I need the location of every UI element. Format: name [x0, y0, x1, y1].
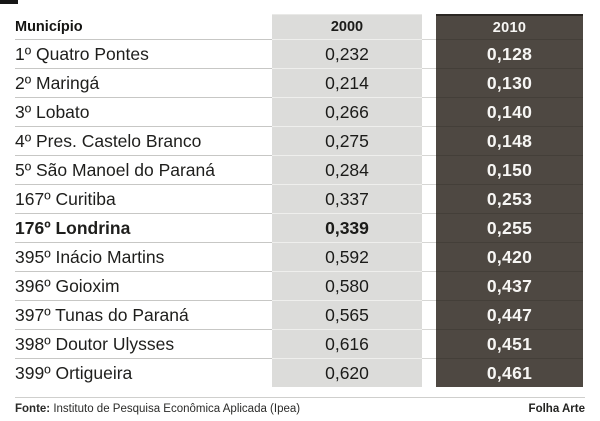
source-text: Instituto de Pesquisa Econômica Aplicada…	[53, 403, 301, 415]
value-2000-cell: 0,266	[272, 97, 422, 126]
art-credit: Folha Arte	[528, 403, 585, 415]
value-2010-cell: 0,255	[436, 213, 583, 242]
header-municipio: Município	[15, 18, 83, 35]
value-2000-cell: 0,275	[272, 126, 422, 155]
municipality-cell: 167º Curitiba	[15, 184, 272, 213]
value-2000-cell: 0,339	[272, 213, 422, 242]
value-2010-cell: 0,461	[436, 358, 583, 387]
value-2000-cell: 0,620	[272, 358, 422, 387]
column-gap	[422, 126, 436, 155]
table-row: 167º Curitiba 0,337 0,253	[15, 184, 583, 213]
column-gap	[422, 329, 436, 358]
table-row-highlighted: 176º Londrina 0,339 0,255	[15, 213, 583, 242]
value-2010-cell: 0,253	[436, 184, 583, 213]
municipality-cell: 4º Pres. Castelo Branco	[15, 126, 272, 155]
value-2010-cell: 0,148	[436, 126, 583, 155]
table-row: 399º Ortigueira 0,620 0,461	[15, 358, 583, 387]
value-2010-cell: 0,140	[436, 97, 583, 126]
table-row: 1º Quatro Pontes 0,232 0,128	[15, 39, 583, 68]
column-gap	[422, 358, 436, 387]
value-2010-cell: 0,420	[436, 242, 583, 271]
source-label: Fonte:	[15, 403, 51, 415]
table-row: 395º Inácio Martins 0,592 0,420	[15, 242, 583, 271]
column-gap	[422, 39, 436, 68]
municipality-cell: 2º Maringá	[15, 68, 272, 97]
column-gap	[422, 271, 436, 300]
municipality-cell: 5º São Manoel do Paraná	[15, 155, 272, 184]
municipality-cell: 1º Quatro Pontes	[15, 39, 272, 68]
value-2000-cell: 0,616	[272, 329, 422, 358]
header-2010: 2010	[436, 14, 583, 39]
table-row: 5º São Manoel do Paraná 0,284 0,150	[15, 155, 583, 184]
value-2000-cell: 0,592	[272, 242, 422, 271]
column-gap	[422, 97, 436, 126]
column-gap	[422, 68, 436, 97]
value-2000-cell: 0,284	[272, 155, 422, 184]
value-2010-cell: 0,437	[436, 271, 583, 300]
header-2000: 2000	[272, 14, 422, 39]
value-2000-cell: 0,580	[272, 271, 422, 300]
column-gap	[422, 14, 436, 39]
municipality-cell: 398º Doutor Ulysses	[15, 329, 272, 358]
table-row: 396º Goioxim 0,580 0,437	[15, 271, 583, 300]
table-header-row: Município 2000 2010	[15, 14, 583, 39]
column-gap	[422, 242, 436, 271]
table-row: 2º Maringá 0,214 0,130	[15, 68, 583, 97]
municipality-cell: 176º Londrina	[15, 213, 272, 242]
table-row: 398º Doutor Ulysses 0,616 0,451	[15, 329, 583, 358]
value-2000-cell: 0,337	[272, 184, 422, 213]
municipality-cell: 396º Goioxim	[15, 271, 272, 300]
table-row: 397º Tunas do Paraná 0,565 0,447	[15, 300, 583, 329]
value-2000-cell: 0,232	[272, 39, 422, 68]
value-2010-cell: 0,130	[436, 68, 583, 97]
figure-footer: Fonte: Instituto de Pesquisa Econômica A…	[15, 397, 585, 415]
table-row: 4º Pres. Castelo Branco 0,275 0,148	[15, 126, 583, 155]
column-gap	[422, 184, 436, 213]
column-gap	[422, 213, 436, 242]
top-left-rule-mark	[0, 0, 18, 4]
municipality-cell: 397º Tunas do Paraná	[15, 300, 272, 329]
value-2010-cell: 0,150	[436, 155, 583, 184]
column-gap	[422, 155, 436, 184]
value-2010-cell: 0,128	[436, 39, 583, 68]
value-2010-cell: 0,451	[436, 329, 583, 358]
source-note: Fonte: Instituto de Pesquisa Econômica A…	[15, 403, 300, 415]
municipality-table: Município 2000 2010 1º Quatro Pontes 0,2…	[15, 14, 583, 387]
value-2000-cell: 0,565	[272, 300, 422, 329]
value-2000-cell: 0,214	[272, 68, 422, 97]
municipality-cell: 399º Ortigueira	[15, 358, 272, 387]
municipality-cell: 395º Inácio Martins	[15, 242, 272, 271]
value-2010-cell: 0,447	[436, 300, 583, 329]
municipality-cell: 3º Lobato	[15, 97, 272, 126]
column-gap	[422, 300, 436, 329]
table-row: 3º Lobato 0,266 0,140	[15, 97, 583, 126]
